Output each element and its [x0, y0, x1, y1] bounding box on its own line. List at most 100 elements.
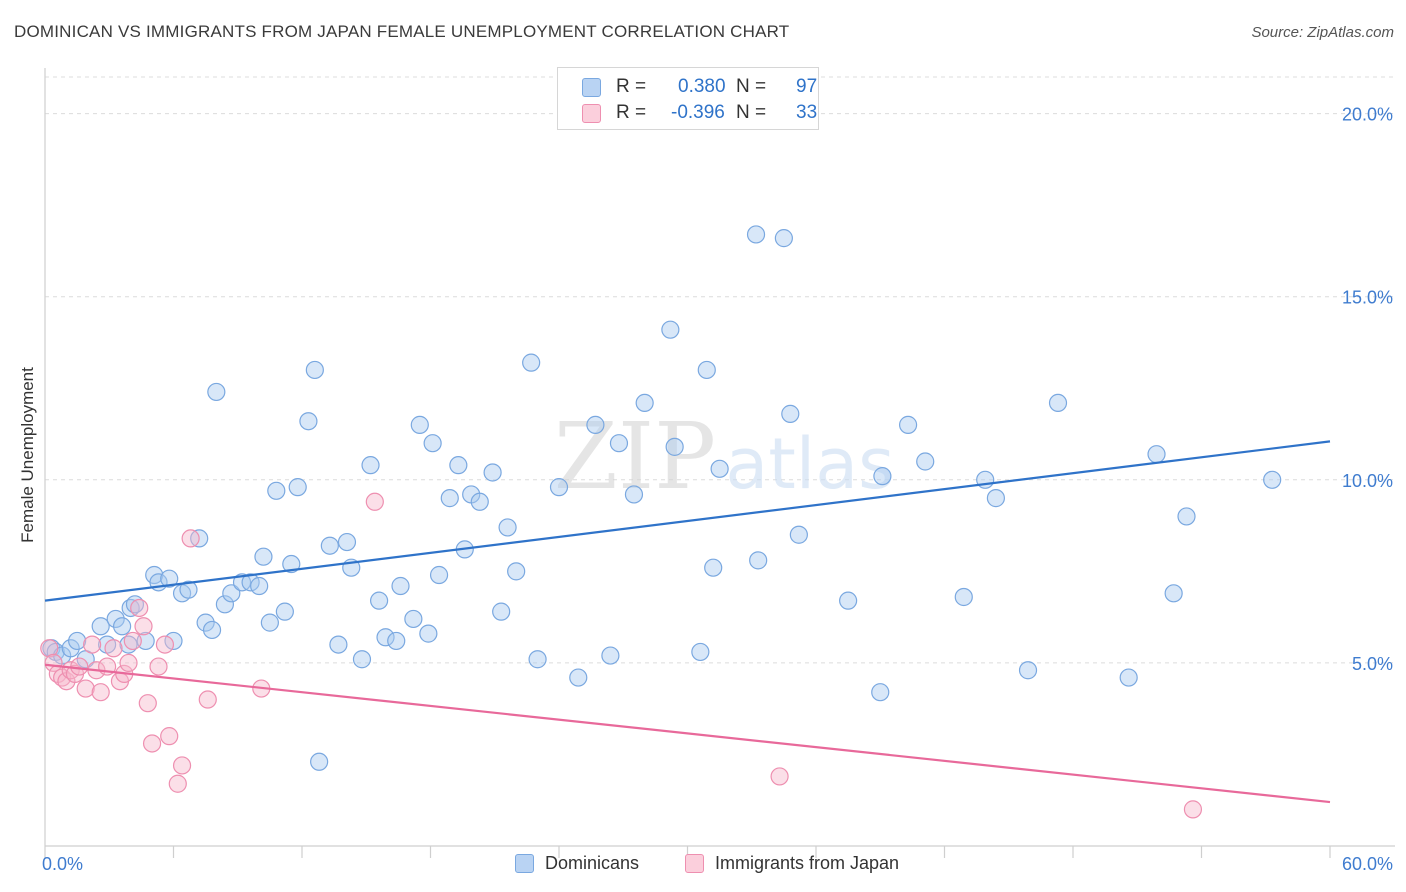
legend-n-label: N = — [736, 76, 767, 97]
japan-point — [365, 492, 384, 511]
dominicans-point — [549, 478, 569, 497]
dominicans-point — [207, 382, 226, 402]
dominicans-point — [68, 631, 87, 651]
dominicans-point — [1147, 445, 1166, 464]
dominicans-point — [873, 467, 892, 486]
dominicans-point — [423, 434, 442, 453]
y-tick-label: 5.0% — [1352, 654, 1393, 674]
dominicans-point — [267, 481, 286, 500]
chart-source: Source: ZipAtlas.com — [1251, 24, 1394, 41]
y-tick-label: 15.0% — [1342, 288, 1393, 308]
dominicans-point — [112, 617, 132, 636]
dominicans-point — [1177, 507, 1196, 526]
japan-point — [76, 679, 95, 698]
dominicans-point — [202, 620, 222, 640]
dominicans-point — [179, 580, 198, 599]
dominicans-point — [986, 489, 1006, 508]
japan-point — [1183, 800, 1203, 819]
japan-point — [149, 657, 168, 676]
legend-n-value: 97 — [796, 76, 818, 97]
dominicans-point — [254, 547, 273, 566]
dominicans-point — [160, 569, 179, 588]
x-tick-label: 0.0% — [42, 854, 83, 874]
japan-point — [198, 690, 217, 709]
dominicans-point — [329, 635, 348, 654]
dominicans-point — [609, 434, 629, 453]
dominicans-point — [470, 492, 489, 511]
bottom-legend-label: Dominicans — [545, 853, 640, 873]
legend-swatch-pink — [582, 104, 601, 123]
dominicans-point — [691, 642, 710, 662]
legend-r-value: -0.396 — [671, 102, 725, 123]
dominicans-point — [361, 456, 380, 475]
chart-title: DOMINICAN VS IMMIGRANTS FROM JAPAN FEMAL… — [14, 22, 790, 41]
dominicans-point — [376, 628, 395, 647]
dominicans-point — [61, 639, 80, 658]
dominicans-point — [260, 613, 279, 632]
dominicans-point — [710, 459, 729, 478]
japan-trend-line — [44, 663, 1331, 804]
dominicans-point — [320, 536, 339, 555]
dominicans-point — [624, 485, 644, 504]
japan-point — [130, 598, 149, 618]
dominicans-point — [954, 587, 973, 607]
dominicans-point — [601, 646, 620, 665]
dominicans-point — [1048, 393, 1068, 413]
dominicans-point — [419, 624, 438, 643]
dominicans-point — [1164, 584, 1183, 603]
dominicans-point — [215, 595, 234, 614]
bottom-legend-label: Immigrants from Japan — [715, 853, 900, 873]
bottom-legend-swatch-blue — [515, 854, 534, 873]
dominicans-point — [250, 576, 269, 596]
watermark-zip: ZIP — [554, 403, 716, 510]
dominicans-point — [507, 562, 526, 581]
dominicans-point — [528, 650, 547, 669]
japan-point — [83, 635, 102, 654]
dominicans-point — [391, 576, 410, 596]
dominicans-point — [91, 617, 110, 636]
dominicans-point — [749, 551, 768, 570]
points-layer — [40, 225, 1282, 819]
dominicans-point — [337, 532, 357, 552]
dominicans-point — [569, 668, 588, 687]
japan-point — [91, 683, 110, 702]
dominicans-point — [697, 360, 716, 380]
dominicans-point — [352, 650, 372, 669]
dominicans-point — [222, 584, 241, 603]
dominicans-trend-line — [44, 440, 1331, 602]
japan-point — [138, 694, 157, 713]
japan-point — [119, 653, 138, 673]
legend-n-label: N = — [736, 102, 767, 123]
dominicans-point — [635, 393, 654, 413]
dominicans-point — [704, 558, 723, 577]
axis-layer — [44, 68, 1395, 858]
dominicans-point — [746, 225, 766, 244]
y-tick-label: 20.0% — [1342, 105, 1393, 125]
dominicans-point — [916, 452, 935, 471]
dominicans-point — [305, 360, 324, 380]
dominicans-point — [449, 456, 468, 475]
dominicans-point — [492, 602, 511, 621]
japan-point — [770, 767, 789, 786]
watermark: ZIP atlas — [554, 403, 895, 510]
correlation-legend: R = 0.380 N = 97 R = -0.396 N = 33 — [557, 67, 819, 130]
dominicans-point — [586, 415, 605, 434]
japan-point — [70, 657, 89, 676]
dominicans-point — [310, 752, 329, 771]
y-tick-label: 10.0% — [1342, 471, 1393, 491]
dominicans-point — [370, 591, 389, 610]
dominicans-point — [288, 478, 307, 497]
legend-swatch-blue — [582, 78, 601, 97]
bottom-legend-swatch-pink — [685, 854, 704, 873]
japan-point — [181, 529, 200, 548]
dominicans-point — [282, 554, 301, 574]
dominicans-point — [196, 613, 215, 632]
dominicans-point — [387, 631, 406, 651]
dominicans-point — [483, 463, 502, 482]
dominicans-point — [440, 489, 459, 508]
dominicans-point — [665, 437, 684, 456]
dominicans-point — [1018, 661, 1038, 680]
legend-r-label: R = — [616, 76, 647, 97]
